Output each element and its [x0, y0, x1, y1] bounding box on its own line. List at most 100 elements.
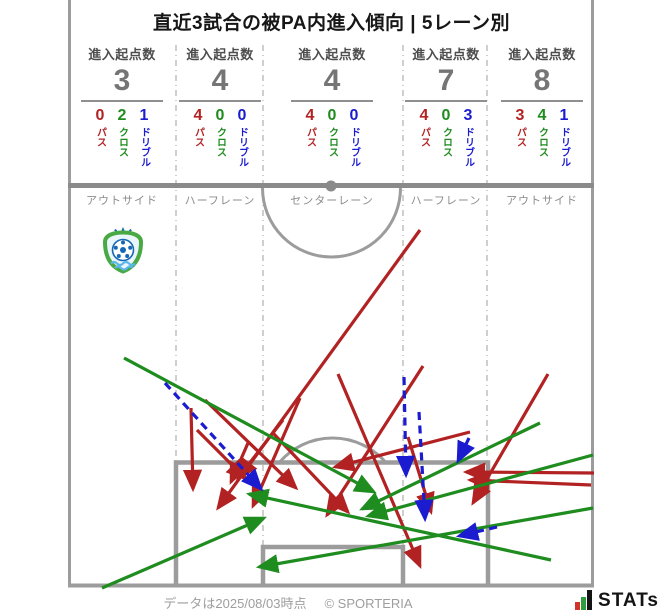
entry-arrow-pass: [331, 430, 471, 472]
dribble-count: 0: [237, 106, 247, 124]
entry-arrow-cross: [123, 356, 377, 494]
cross-label: クロス: [536, 126, 548, 157]
dribble-label: ドリブル: [348, 126, 360, 167]
entry-count: 7: [437, 64, 455, 97]
cross-count: 0: [327, 106, 337, 124]
pass-stat: 4 パス: [190, 107, 207, 167]
entry-arrow-dribble: [163, 381, 264, 492]
arrows-layer: [101, 229, 595, 590]
dribble-stat: 0 ドリブル: [346, 106, 363, 167]
stat-column-halflane-right: 進入起点数 7 4 パス 0 クロス 3 ドリブル: [391, 44, 501, 167]
stat-breakdown: 3 パス 4 クロス 1 ドリブル: [487, 106, 597, 167]
dribble-label: ドリブル: [558, 126, 570, 167]
entry-arrow-dribble: [455, 522, 498, 541]
dribble-label: ドリブル: [236, 126, 248, 167]
data-timestamp: データは2025/08/03時点: [163, 596, 307, 611]
stat-header: 進入起点数: [186, 47, 254, 62]
pass-label: パス: [94, 126, 106, 147]
entry-arrow-cross: [359, 421, 541, 511]
lane-label-center: センターレーン: [290, 195, 374, 207]
underline: [179, 99, 261, 102]
cross-count: 2: [117, 106, 127, 124]
stat-column-center: 進入起点数 4 4 パス 0 クロス 0 ドリブル: [277, 44, 387, 167]
stat-column-outside-right: 進入起点数 8 3 パス 4 クロス 1 ドリブル: [487, 44, 597, 167]
pass-label: パス: [192, 126, 204, 147]
lane-label-halflane-left: ハーフレーン: [184, 195, 256, 207]
bar-chart-icon: [575, 590, 593, 610]
underline: [291, 99, 373, 102]
entry-arrow-pass: [195, 428, 249, 482]
cross-stat: 0 クロス: [212, 107, 229, 167]
cross-count: 4: [537, 106, 547, 124]
entry-arrow-pass: [325, 365, 425, 518]
stat-breakdown: 4 パス 0 クロス 3 ドリブル: [391, 106, 501, 167]
stat-column-halflane-left: 進入起点数 4 4 パス 0 クロス 0 ドリブル: [165, 44, 275, 167]
lane-label-outside-left: アウトサイド: [86, 195, 158, 207]
pass-stat: 3 パス: [512, 107, 529, 167]
stat-header: 進入起点数: [412, 47, 480, 62]
footer-note: データは2025/08/03時点 © SPORTERIA: [128, 593, 448, 611]
dribble-stat: 0 ドリブル: [234, 106, 251, 167]
stat-header: 進入起点数: [298, 47, 366, 62]
entry-arrow-dribble: [414, 411, 434, 523]
entry-count: 4: [323, 64, 341, 97]
pass-count: 4: [305, 106, 315, 124]
entry-arrow-pass: [182, 407, 203, 493]
pass-count: 4: [419, 106, 429, 124]
ball-patch: [125, 254, 130, 258]
dribble-stat: 1 ドリブル: [136, 106, 153, 167]
stat-breakdown: 0 パス 2 クロス 1 ドリブル: [67, 106, 177, 167]
ball-patch: [120, 247, 126, 253]
entry-count: 8: [533, 64, 551, 97]
pass-stat: 4 パス: [416, 106, 433, 167]
stats-logo-text: STATs: [598, 590, 659, 611]
pass-stat: 4 パス: [302, 106, 319, 167]
cross-count: 0: [441, 106, 451, 124]
chart-title: 直近3試合の被PA内進入傾向 | 5レーン別: [152, 13, 511, 34]
stats-logo: STATs: [575, 590, 659, 610]
entry-arrow-dribble: [456, 437, 475, 464]
copyright: © SPORTERIA: [324, 596, 413, 611]
cross-stat: 0 クロス: [438, 106, 455, 167]
dribble-count: 3: [463, 106, 473, 124]
stat-column-outside-left: 進入起点数 3 0 パス 2 クロス 1 ドリブル: [67, 44, 177, 167]
underline: [81, 99, 163, 102]
stat-breakdown: 4 パス 0 クロス 0 ドリブル: [165, 106, 275, 167]
dribble-stat: 3 ドリブル: [460, 106, 477, 167]
entry-arrow-pass: [203, 398, 299, 491]
stat-breakdown: 4 パス 0 クロス 0 ドリブル: [277, 106, 387, 167]
entry-arrow-cross: [255, 506, 594, 574]
entry-count: 3: [113, 64, 131, 97]
entry-count: 4: [211, 64, 229, 97]
ball-patch: [116, 254, 121, 258]
cross-label: クロス: [440, 126, 452, 157]
entry-arrow-pass: [336, 373, 422, 569]
dribble-count: 0: [349, 106, 359, 124]
entry-arrow-dribble: [396, 376, 416, 479]
center-circle-arc: [261, 187, 402, 259]
entry-arrow-cross: [245, 488, 552, 562]
center-spot: [325, 180, 337, 192]
ball-patch: [121, 240, 125, 245]
entry-arrow-cross: [101, 516, 267, 590]
lane-label-halflane-right: ハーフレーン: [410, 195, 482, 207]
entry-arrow-cross: [364, 453, 594, 521]
cross-stat: 0 クロス: [324, 106, 341, 167]
stat-header: 進入起点数: [88, 47, 156, 62]
ball-patch: [128, 245, 133, 250]
crest-waves: [114, 265, 134, 271]
cross-label: クロス: [214, 126, 226, 157]
ball-patch: [113, 245, 118, 250]
pitch-frame: [68, 0, 594, 588]
dribble-label: ドリブル: [462, 126, 474, 167]
dribble-stat: 1 ドリブル: [556, 106, 573, 167]
dribble-label: ドリブル: [138, 126, 150, 167]
lane-label-outside-right: アウトサイド: [506, 195, 578, 207]
cross-label: クロス: [116, 126, 128, 157]
dribble-count: 1: [139, 106, 149, 124]
underline: [405, 99, 487, 102]
dribble-count: 1: [559, 106, 569, 124]
pass-label: パス: [304, 126, 316, 147]
